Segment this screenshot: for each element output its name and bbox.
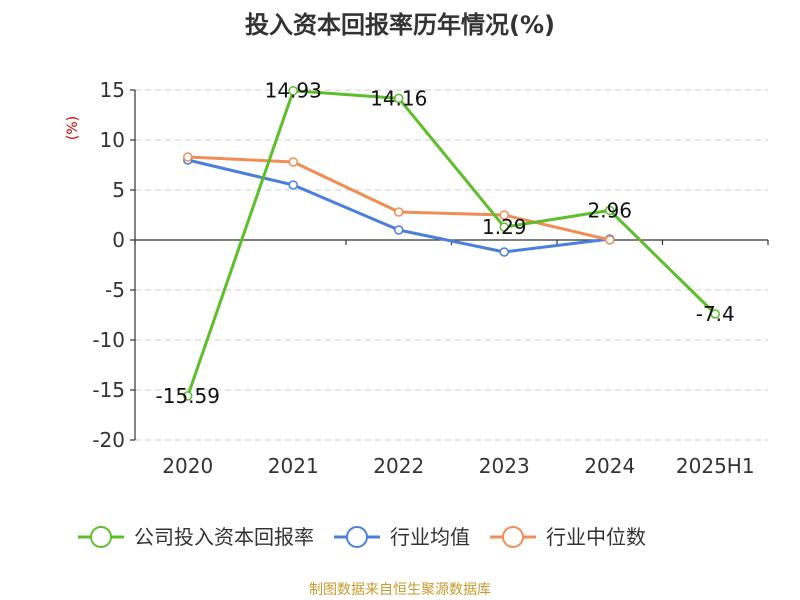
y-tick-label: -20 <box>92 428 125 452</box>
data-label: 1.29 <box>482 215 527 239</box>
x-tick-label: 2025H1 <box>676 454 755 478</box>
data-point <box>710 309 720 319</box>
legend-swatch-marker <box>502 526 524 548</box>
data-point <box>288 157 298 167</box>
data-point <box>499 222 509 232</box>
x-tick-label: 2024 <box>584 454 635 478</box>
y-tick-label: -5 <box>105 278 125 302</box>
legend-swatch-marker <box>346 526 368 548</box>
data-label: -7.4 <box>696 302 735 326</box>
legend-label: 公司投入资本回报率 <box>134 525 314 549</box>
grid-layer <box>135 89 768 441</box>
x-tick-label: 2020 <box>162 454 213 478</box>
data-point <box>394 93 404 104</box>
label-layer: -15.59 14.93 14.16 1.29 2.96 -7.4 <box>156 79 735 408</box>
x-tick-label: 2023 <box>479 454 530 478</box>
data-label: -15.59 <box>156 384 220 408</box>
data-point <box>605 235 615 245</box>
data-point <box>183 152 193 162</box>
series-line <box>187 158 610 254</box>
legend: 公司投入资本回报率 行业均值 行业中位数 <box>78 525 646 549</box>
y-tick-label: 15 <box>100 78 125 102</box>
data-point <box>288 180 298 190</box>
data-point <box>288 85 298 96</box>
legend-item: 行业中位数 <box>490 525 646 549</box>
data-point <box>499 210 509 220</box>
legend-item: 公司投入资本回报率 <box>78 525 314 549</box>
data-point <box>183 391 193 401</box>
data-point <box>394 225 404 235</box>
y-axis-label: (%) <box>65 116 81 140</box>
data-point <box>394 207 404 217</box>
data-point <box>605 205 615 216</box>
axis-layer: 15 10 5 0 -5 -10 -15 -20 2020 2021 2022 2023 2024 202… <box>92 78 769 478</box>
y-tick-label: -15 <box>92 378 125 402</box>
data-label: 14.93 <box>265 79 322 103</box>
y-tick-label: 5 <box>112 178 125 202</box>
legend-label: 行业均值 <box>390 525 470 549</box>
series-layer <box>183 85 720 401</box>
source-note: 制图数据来自恒生聚源数据库 <box>309 582 491 598</box>
x-tick-label: 2021 <box>268 454 319 478</box>
y-tick-label: 0 <box>112 228 125 252</box>
chart-title: 投入资本回报率历年情况(%) <box>245 11 555 39</box>
legend-label: 行业中位数 <box>546 525 646 549</box>
data-label: 2.96 <box>587 198 632 222</box>
data-label: 14.16 <box>370 86 427 110</box>
y-tick-label: 10 <box>100 128 125 152</box>
legend-item: 行业均值 <box>334 525 470 549</box>
legend-swatch-marker <box>90 526 112 548</box>
y-tick-label: -10 <box>92 328 125 352</box>
data-point <box>499 247 509 257</box>
x-tick-label: 2022 <box>373 454 424 478</box>
series-line <box>186 89 717 397</box>
